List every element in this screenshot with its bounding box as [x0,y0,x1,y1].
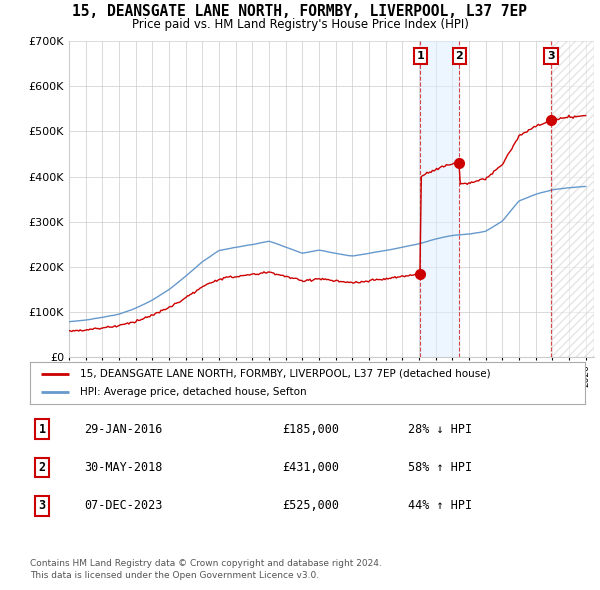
Text: 3: 3 [38,499,46,513]
Text: 29-JAN-2016: 29-JAN-2016 [84,422,163,436]
Text: 2: 2 [455,51,463,61]
Text: 30-MAY-2018: 30-MAY-2018 [84,461,163,474]
Text: 44% ↑ HPI: 44% ↑ HPI [408,499,472,513]
Text: 07-DEC-2023: 07-DEC-2023 [84,499,163,513]
Text: HPI: Average price, detached house, Sefton: HPI: Average price, detached house, Seft… [80,387,307,397]
Text: 58% ↑ HPI: 58% ↑ HPI [408,461,472,474]
Text: This data is licensed under the Open Government Licence v3.0.: This data is licensed under the Open Gov… [30,571,319,579]
Text: Contains HM Land Registry data © Crown copyright and database right 2024.: Contains HM Land Registry data © Crown c… [30,559,382,568]
Text: 1: 1 [38,422,46,436]
Text: 28% ↓ HPI: 28% ↓ HPI [408,422,472,436]
Text: 2: 2 [38,461,46,474]
Text: £525,000: £525,000 [282,499,339,513]
Text: £431,000: £431,000 [282,461,339,474]
Text: 15, DEANSGATE LANE NORTH, FORMBY, LIVERPOOL, L37 7EP: 15, DEANSGATE LANE NORTH, FORMBY, LIVERP… [73,4,527,19]
Text: Price paid vs. HM Land Registry's House Price Index (HPI): Price paid vs. HM Land Registry's House … [131,18,469,31]
Text: 3: 3 [547,51,555,61]
Text: £185,000: £185,000 [282,422,339,436]
Text: 15, DEANSGATE LANE NORTH, FORMBY, LIVERPOOL, L37 7EP (detached house): 15, DEANSGATE LANE NORTH, FORMBY, LIVERP… [80,369,491,379]
Text: 1: 1 [416,51,424,61]
